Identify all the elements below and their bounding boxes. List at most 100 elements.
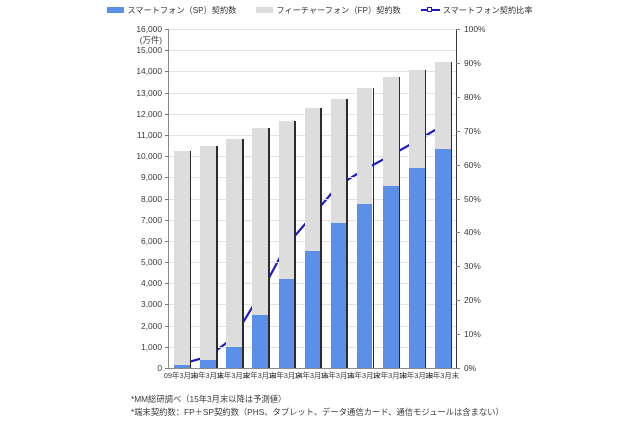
axis-tick-left [165, 219, 169, 221]
axis-tick-left [165, 325, 169, 327]
gridline [169, 71, 456, 73]
y-axis-tick-label-left: 11,000 [137, 129, 162, 140]
x-axis-tick-label: 15年3月末 [320, 371, 355, 380]
x-axis-tick-label: 11年3月末 [216, 371, 251, 380]
axis-tick-right [456, 368, 460, 369]
legend-swatch-ratio-icon [420, 6, 440, 14]
y-axis-tick-label-left: 15,000 [136, 45, 162, 56]
y-axis-tick-label-right: 90% [464, 57, 481, 68]
y-axis-tick-label-left: 7,000 [141, 214, 162, 225]
bar-fp [226, 138, 243, 368]
legend-label-sp: スマートフォン（SP）契約数 [127, 6, 237, 15]
legend-label-ratio: スマートフォン契約比率 [442, 6, 533, 15]
axis-tick-right [456, 266, 460, 268]
axis-tick-left [165, 50, 169, 52]
y-axis-tick-label-left: 12,000 [136, 108, 162, 119]
y-axis-tick-label-left: 14,000 [136, 66, 162, 77]
y-axis-tick-label-left: 5,000 [141, 257, 162, 268]
bar-edge-marker [372, 88, 375, 368]
axis-tick-right [456, 96, 460, 98]
y-axis-tick-label-right: 20% [464, 295, 481, 306]
legend-swatch-fp-icon [256, 7, 274, 13]
footnote-1: *MM総研調べ（15年3月末以降は予測値） [131, 394, 287, 404]
plot-area [165, 29, 460, 369]
x-axis-tick-label: 16年3月末 [346, 371, 381, 380]
y-axis-tick-label-right: 0% [464, 363, 477, 373]
axis-tick-right [456, 300, 460, 302]
axis-tick-left [165, 29, 169, 30]
bar-sp [226, 347, 243, 368]
bar-edge-marker [424, 70, 427, 368]
bar-sp [278, 278, 295, 368]
axis-tick-right [456, 232, 460, 234]
bar-sp [356, 204, 373, 368]
bar-sp [382, 185, 399, 368]
bar-fp [174, 150, 190, 368]
y-axis-tick-label-left: 4,000 [141, 278, 162, 289]
bar-sp [174, 365, 190, 368]
y-axis-tick-label-left: 6,000 [141, 235, 162, 246]
y-axis-tick-label-left: 2,000 [141, 320, 162, 331]
y-axis-tick-label-left: 0 [157, 363, 162, 373]
bar-edge-marker [398, 77, 401, 368]
y-axis-tick-label-right: 80% [464, 91, 481, 102]
axis-tick-right [456, 198, 460, 200]
x-axis-tick-label: 09年3月末 [163, 371, 199, 380]
x-axis-tick-label: 19年3月末 [424, 371, 460, 380]
y-axis-tick-label-left: 16,000 [136, 24, 162, 34]
bar-sp [200, 360, 216, 368]
gridline [169, 29, 456, 30]
bar-edge-marker [242, 138, 244, 368]
y-axis-tick-label-right: 10% [464, 329, 481, 340]
axis-tick-left [165, 71, 169, 73]
bar-fp [252, 128, 269, 368]
bar-edge-marker [268, 128, 270, 368]
axis-tick-left [165, 92, 169, 94]
y-axis-tick-label-right: 30% [464, 261, 481, 272]
y-axis-tick-label-right: 40% [464, 227, 481, 238]
bar-sp [304, 251, 321, 368]
axis-tick-left [165, 156, 169, 158]
legend-item-ratio: スマートフォン契約比率 [420, 4, 533, 16]
bar-edge-marker [189, 150, 192, 368]
legend-label-fp: フィーチャーフォン（FP）契約数 [276, 6, 401, 15]
y-axis-tick-label-right: 50% [464, 193, 481, 204]
x-axis-tick-label: 12年3月末 [242, 371, 277, 380]
legend-item-fp: フィーチャーフォン（FP）契約数 [256, 4, 401, 16]
y-axis-tick-label-right: 60% [464, 159, 481, 170]
axis-tick-left [165, 134, 169, 136]
axis-tick-right [456, 164, 460, 166]
x-axis-tick-label: 13年3月末 [268, 371, 303, 380]
bar-fp [200, 145, 216, 368]
axis-tick-left [165, 177, 169, 179]
bar-sp [252, 315, 269, 368]
bar-sp [330, 223, 347, 368]
gridline [169, 92, 456, 94]
axis-tick-left [165, 113, 169, 115]
y-axis-tick-label-right: 70% [464, 125, 481, 136]
x-axis-labels: 09年3月末 10年3月末 11年3月末 12年3月末 13年3月末 14年3月末 15年3… [164, 370, 459, 384]
axis-tick-left [165, 346, 169, 348]
y-axis-unit-label: (万件) [139, 35, 162, 45]
axis-tick-left [165, 283, 169, 285]
y-axis-tick-label-left: 3,000 [141, 299, 162, 310]
legend-swatch-sp-icon [107, 7, 125, 13]
y-axis-tick-label-left: 8,000 [141, 193, 162, 204]
y-axis-tick-label-left: 13,000 [136, 87, 162, 98]
axis-tick-left [165, 240, 169, 242]
footnote-2: *端末契約数：FP＋SP契約数（PHS、タブレット、データ通信カード、通信モジュ… [131, 407, 504, 417]
bar-edge-marker [294, 121, 296, 368]
axis-tick-right [456, 130, 460, 132]
bar-edge-marker [215, 145, 218, 368]
x-axis-tick-label: 14年3月末 [294, 371, 329, 380]
x-axis-tick-label: 17年3月末 [372, 371, 408, 380]
axis-tick-right [456, 334, 460, 336]
bar-edge-marker [320, 108, 322, 368]
axis-tick-right [456, 62, 460, 64]
x-axis-tick-label: 18年3月末 [398, 371, 434, 380]
axis-tick-right [456, 29, 460, 30]
y-axis-tick-label-left: 9,000 [141, 172, 162, 183]
bar-edge-marker [346, 98, 348, 368]
axis-tick-left [165, 368, 169, 369]
